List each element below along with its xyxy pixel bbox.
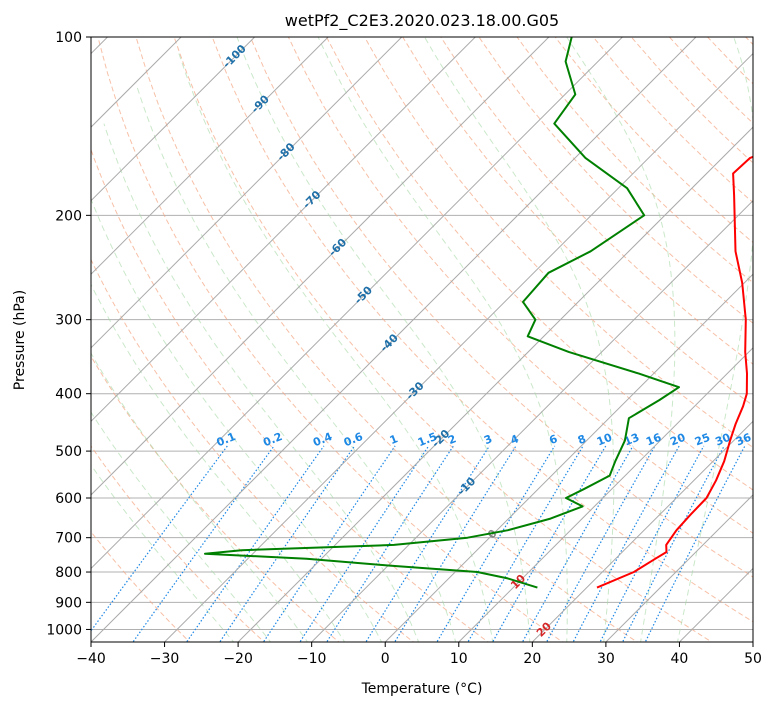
moist-adiabat-line [135,83,457,642]
x-tick-label: −20 [223,651,253,667]
x-tick-label: 10 [450,651,468,667]
dry-adiabat-line [91,531,191,642]
x-tick-label: −30 [150,651,180,667]
mixing-ratio-label: 2 [446,432,458,447]
x-tick-label: 30 [597,651,615,667]
y-axis-label: Pressure (hPa) [12,290,28,390]
isotherms [91,37,753,642]
isotherm-line [91,37,403,349]
plot-frame [90,36,754,643]
mixing-ratio-label: 30 [713,431,732,449]
isotherm-line [91,37,329,275]
y-tick-label: 900 [55,595,82,611]
dry-adiabats [91,37,753,642]
moist-adiabat-line [91,283,346,642]
dry-adiabat-line [91,258,415,642]
mixing-ratio-line [394,445,517,642]
isotherm-line [531,420,753,642]
x-tick-label: −10 [297,651,327,667]
x-tick-label: 0 [381,651,390,667]
moist-adiabat-line [317,37,568,642]
y-tick-label: 300 [55,313,82,329]
moist-adiabat-line [566,37,676,642]
dry-adiabat-line [364,37,753,449]
dewpoint-profile-line [204,37,680,589]
moist-adiabat-line [91,411,272,642]
moist-adiabat-line [91,197,383,642]
mixing-ratio-line [621,445,725,642]
mixing-ratio-label: 36 [734,431,753,449]
dry-adiabat-line [326,37,753,491]
moist-adiabat-line [103,123,420,642]
dry-adiabat-line [91,445,265,642]
isotherm-line [605,494,753,642]
y-tick-label: 400 [55,387,82,403]
mixing-ratio-label: 1 [388,432,400,447]
x-tick-label: 40 [671,651,689,667]
dry-adiabat-line [287,37,753,534]
isotherm-line [310,199,753,642]
y-tick-label: 200 [55,208,82,224]
y-tick-label: 500 [55,444,82,460]
moist-adiabat-line [236,37,531,642]
isotherm-line [384,273,753,642]
dry-adiabat-line [91,355,340,642]
isotherm-line [458,347,753,642]
y-tick-label: 700 [55,531,82,547]
isotherm-line [91,37,256,202]
mixing-ratio-label: 8 [576,432,588,447]
mixing-ratio-label: 20 [668,431,687,449]
mixing-ratio-line [521,445,634,642]
isotherm-line [91,37,624,570]
y-tick-label: 1000 [46,622,82,638]
dry-adiabat-line [97,37,564,642]
mixing-ratio-line [572,445,680,642]
mixing-ratio-line [299,445,430,642]
sounding-profiles [204,37,753,589]
moist-adiabat-line [424,37,615,642]
mixing-ratio-line [262,445,396,642]
isotherm-line [163,52,753,642]
isotherm-line [91,37,550,496]
pressure-gridlines [91,37,753,630]
mixing-ratio-line [91,445,228,632]
y-tick-label: 800 [55,565,82,581]
mixing-ratio-line [599,445,705,642]
mixing-ratio-label: 16 [644,431,663,449]
mixing-ratio-label: 3 [482,432,494,447]
x-axis-label: Temperature (°C) [361,681,483,697]
moist-adiabat-line [91,352,309,642]
dry-adiabat-line [91,148,489,642]
x-tick-label: 50 [744,651,762,667]
isotherm-line [91,37,697,642]
temperature-profile-line [596,155,753,589]
mixing-ratio-line [185,445,325,642]
mixing-ratio-line [545,445,656,642]
x-axis-ticks: −40 −30 −20 −10 0 10 20 30 40 50 [76,642,762,667]
dry-adiabat-line [135,37,639,642]
y-axis-ticks: 100 200 300 400 500 600 700 800 900 1000 [46,30,91,638]
y-tick-label: 600 [55,491,82,507]
x-tick-label: 20 [523,651,541,667]
mixing-ratio-line [365,445,491,642]
mixing-ratio-line [219,445,356,642]
y-tick-label: 100 [55,30,82,46]
mixing-ratio-label: 25 [693,431,712,449]
dry-adiabat-line [211,37,753,623]
mixing-ratio-label: 10 [595,431,614,449]
mixing-ratio-label: 13 [622,431,641,449]
x-tick-label: −40 [76,651,106,667]
dry-adiabat-line [440,37,753,365]
isotherm-line [91,37,477,423]
mixing-ratio-line [132,445,275,642]
moist-adiabats [91,37,753,642]
dry-adiabat-line [478,37,753,324]
chart-title: wetPf2_C2E3.2020.023.18.00.G05 [285,11,559,31]
